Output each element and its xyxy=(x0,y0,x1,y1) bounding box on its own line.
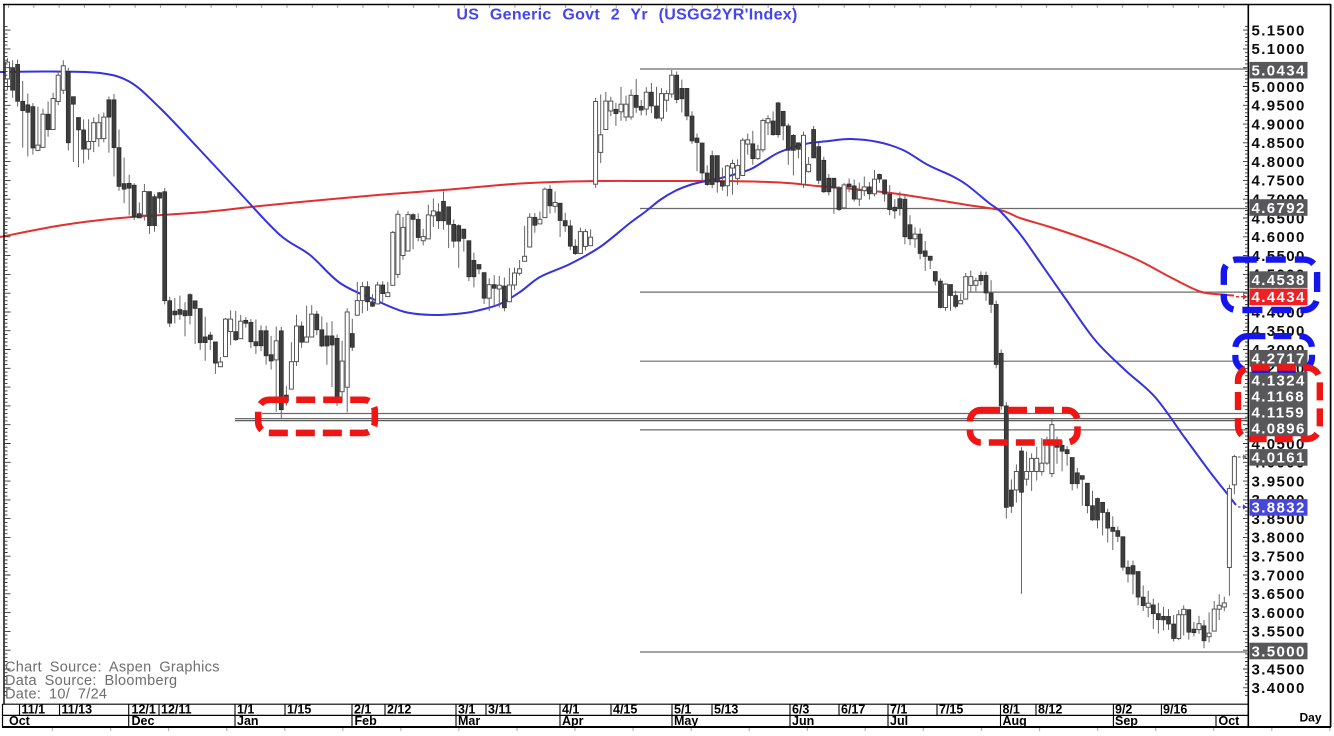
svg-text:12/1: 12/1 xyxy=(132,702,156,716)
svg-text:4.6792: 4.6792 xyxy=(1252,200,1306,217)
svg-text:Chart Source: Aspen Graphics: Chart Source: Aspen Graphics xyxy=(5,660,220,676)
svg-text:Date: 10/ 7/24: Date: 10/ 7/24 xyxy=(5,687,107,703)
svg-text:4.1324: 4.1324 xyxy=(1252,372,1306,389)
svg-text:4/1: 4/1 xyxy=(562,702,579,716)
svg-text:1/15: 1/15 xyxy=(287,702,311,716)
svg-text:Feb: Feb xyxy=(355,714,378,728)
svg-text:4.1168: 4.1168 xyxy=(1252,388,1305,405)
svg-text:3.4000: 3.4000 xyxy=(1252,680,1306,697)
svg-text:1/1: 1/1 xyxy=(237,702,254,716)
svg-text:4.4434: 4.4434 xyxy=(1252,289,1306,306)
svg-text:3.8832: 3.8832 xyxy=(1252,500,1306,517)
svg-text:3.8000: 3.8000 xyxy=(1252,530,1306,547)
svg-text:11/13: 11/13 xyxy=(62,702,93,716)
svg-text:4.4538: 4.4538 xyxy=(1252,272,1306,289)
svg-text:5.1500: 5.1500 xyxy=(1252,22,1306,39)
svg-text:3.6000: 3.6000 xyxy=(1252,605,1306,622)
svg-text:Jun: Jun xyxy=(792,714,814,728)
svg-text:3.6500: 3.6500 xyxy=(1252,586,1306,603)
svg-text:4.9500: 4.9500 xyxy=(1252,98,1306,115)
svg-text:4.8500: 4.8500 xyxy=(1252,135,1306,152)
svg-text:Data Source: Bloomberg: Data Source: Bloomberg xyxy=(5,673,177,689)
svg-text:3.5000: 3.5000 xyxy=(1252,643,1306,660)
svg-text:Jul: Jul xyxy=(890,714,908,728)
svg-text:May: May xyxy=(674,714,698,728)
svg-text:7/1: 7/1 xyxy=(890,702,907,716)
svg-text:4.8000: 4.8000 xyxy=(1252,154,1306,171)
svg-text:4.6000: 4.6000 xyxy=(1252,229,1306,246)
svg-text:3/11: 3/11 xyxy=(488,702,512,716)
svg-text:9/16: 9/16 xyxy=(1163,702,1187,716)
svg-text:Day: Day xyxy=(1299,711,1321,725)
svg-text:4.0161: 4.0161 xyxy=(1252,450,1306,467)
svg-text:Sep: Sep xyxy=(1115,714,1138,728)
svg-text:6/17: 6/17 xyxy=(841,702,865,716)
svg-text:8/12: 8/12 xyxy=(1038,702,1062,716)
svg-text:8/1: 8/1 xyxy=(1003,702,1020,716)
svg-text:4.9000: 4.9000 xyxy=(1252,116,1306,133)
svg-text:4.1159: 4.1159 xyxy=(1252,404,1305,421)
svg-text:3.7500: 3.7500 xyxy=(1252,549,1306,566)
svg-text:11/1: 11/1 xyxy=(22,702,46,716)
svg-text:5.1000: 5.1000 xyxy=(1252,41,1306,58)
svg-text:Dec: Dec xyxy=(132,714,155,728)
svg-text:9/2: 9/2 xyxy=(1115,702,1132,716)
svg-text:US Generic Govt 2 Yr (USGG2YR': US Generic Govt 2 Yr (USGG2YR'Index) xyxy=(456,7,797,24)
svg-text:3.9500: 3.9500 xyxy=(1252,473,1306,490)
svg-text:4.2717: 4.2717 xyxy=(1252,351,1306,368)
svg-text:3.5500: 3.5500 xyxy=(1252,624,1306,641)
svg-text:5.0000: 5.0000 xyxy=(1252,79,1306,96)
svg-text:7/15: 7/15 xyxy=(939,702,963,716)
svg-text:3.7000: 3.7000 xyxy=(1252,567,1306,584)
svg-text:Oct: Oct xyxy=(9,714,31,728)
svg-text:4/15: 4/15 xyxy=(613,702,637,716)
svg-text:5/13: 5/13 xyxy=(714,702,738,716)
svg-text:3.4500: 3.4500 xyxy=(1252,661,1306,678)
svg-text:4.0896: 4.0896 xyxy=(1252,420,1306,437)
svg-text:12/11: 12/11 xyxy=(161,702,192,716)
svg-text:Aug: Aug xyxy=(1003,714,1027,728)
svg-text:2/1: 2/1 xyxy=(354,702,371,716)
svg-text:5.0434: 5.0434 xyxy=(1252,63,1306,80)
svg-text:Mar: Mar xyxy=(458,714,480,728)
svg-text:4.7500: 4.7500 xyxy=(1252,173,1306,190)
svg-text:6/3: 6/3 xyxy=(792,702,809,716)
svg-text:Apr: Apr xyxy=(562,714,584,728)
svg-text:2/12: 2/12 xyxy=(387,702,411,716)
svg-text:3/1: 3/1 xyxy=(458,702,475,716)
svg-text:Jan: Jan xyxy=(237,714,259,728)
svg-text:Oct: Oct xyxy=(1219,714,1241,728)
svg-text:5/1: 5/1 xyxy=(674,702,691,716)
